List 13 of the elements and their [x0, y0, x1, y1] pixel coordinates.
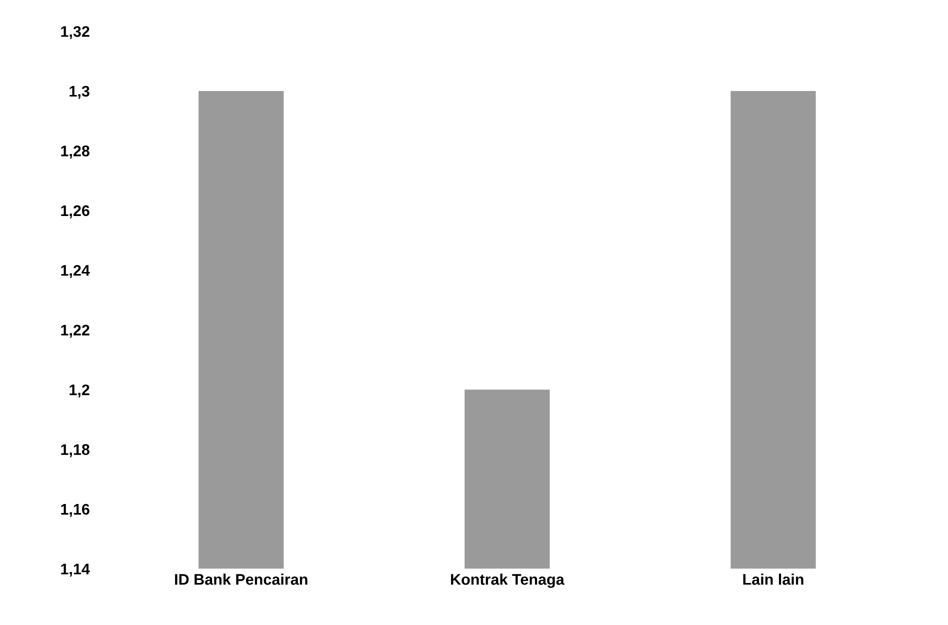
x-tick-label: ID Bank Pencairan [175, 574, 308, 585]
y-tick-label: 1,18 [61, 444, 90, 458]
y-tick-label: 1,26 [61, 205, 90, 218]
y-tick-label: 1,14 [61, 564, 90, 577]
y-tick-label: 1,22 [61, 324, 90, 338]
y-tick-label: 1,2 [70, 384, 90, 398]
x-tick-label: Kontrak Tenaga [451, 574, 564, 588]
y-tick-label: 1,16 [61, 504, 90, 517]
y-tick-label: 1,28 [61, 146, 90, 159]
y-tick-label: 1,24 [61, 265, 90, 278]
y-tick-label: 1,3 [70, 86, 90, 99]
x-tick-label: Lain lain [743, 574, 804, 585]
y-tick-label: 1,32 [61, 26, 90, 40]
